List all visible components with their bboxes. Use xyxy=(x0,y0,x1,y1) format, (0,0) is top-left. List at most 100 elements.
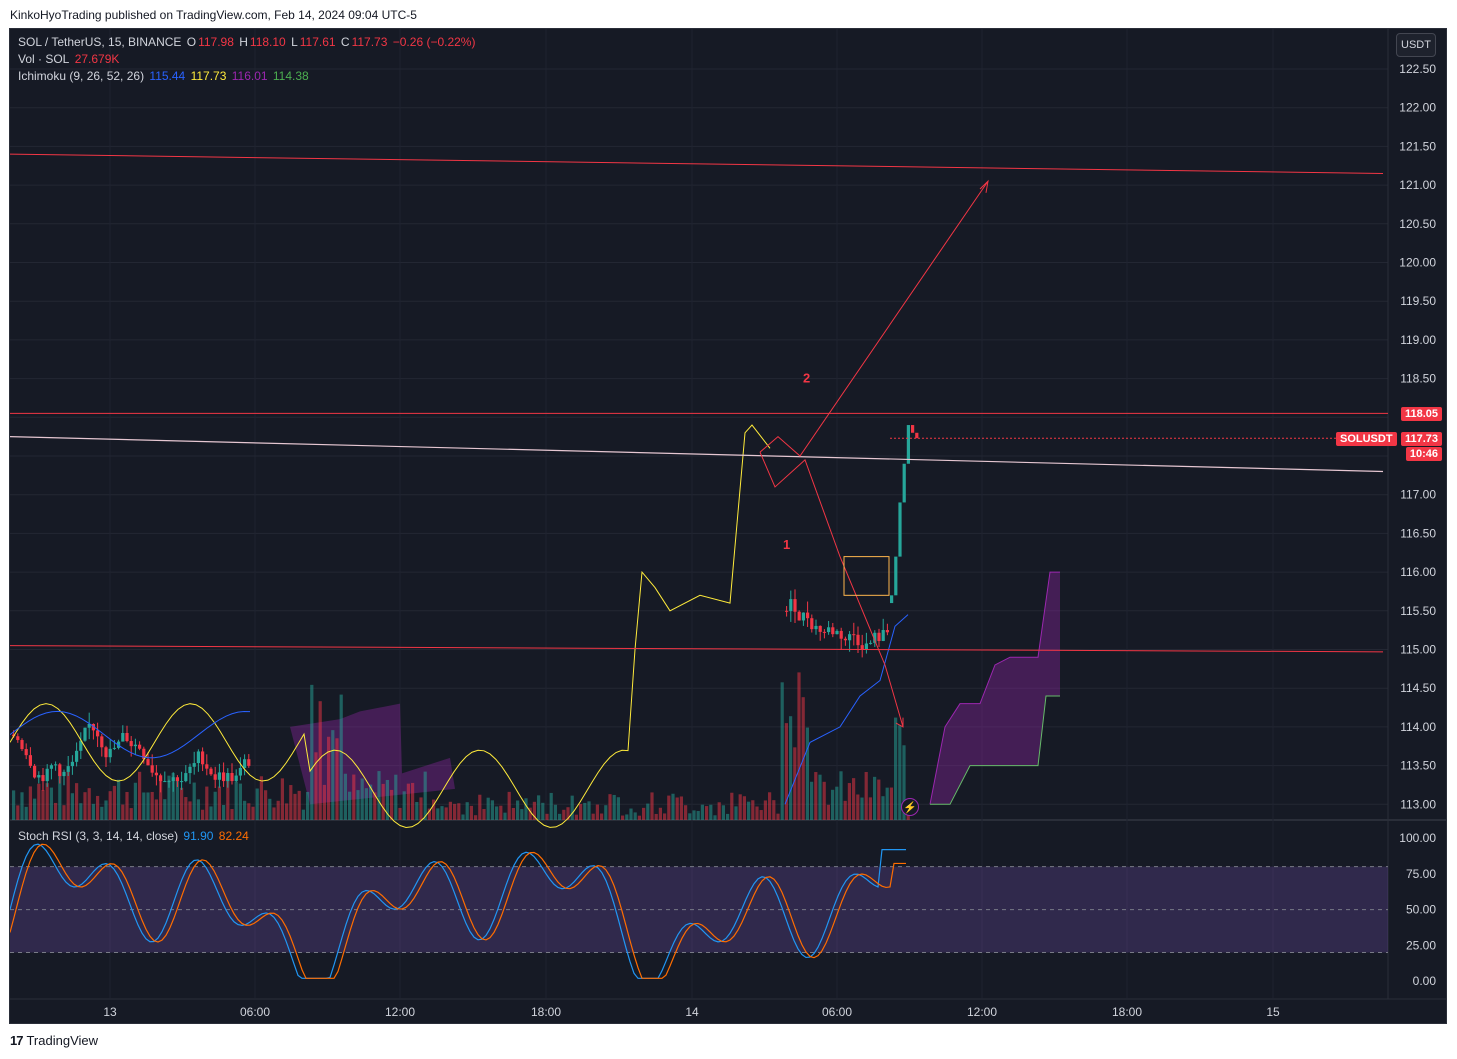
volume-legend[interactable]: Vol · SOL 27.679K xyxy=(18,52,121,66)
volume-bar xyxy=(201,809,205,820)
candle-body xyxy=(217,772,221,780)
chikou-line xyxy=(10,424,771,828)
candle-body xyxy=(75,750,79,762)
volume-bar xyxy=(818,774,822,820)
stoch-legend[interactable]: Stoch RSI (3, 3, 14, 14, close) 91.90 82… xyxy=(18,829,251,843)
volume-bar xyxy=(562,809,566,820)
volume-bar xyxy=(112,785,116,820)
volume-bar xyxy=(16,805,20,820)
candle-body xyxy=(108,748,112,758)
volume-bar xyxy=(322,784,326,820)
candle-body xyxy=(856,634,860,646)
volume-bar xyxy=(516,800,520,820)
candle-body xyxy=(915,432,919,439)
volume-bar xyxy=(104,800,108,820)
volume-bar xyxy=(574,814,578,820)
volume-bar xyxy=(881,796,885,820)
symbol-title[interactable]: SOL / TetherUS, 15, BINANCE xyxy=(18,35,182,49)
candle-body xyxy=(793,599,797,612)
volume-bar xyxy=(226,774,230,820)
volume-bar xyxy=(553,804,557,820)
candle-body xyxy=(789,599,793,612)
volume-bar xyxy=(671,793,675,820)
chart-canvas[interactable]: 1 2 122.50 122.00 121.50 121.00 120.50 120.00 1… xyxy=(10,29,1447,1024)
volume-bar xyxy=(835,786,839,820)
volume-bar xyxy=(406,783,410,820)
volume-bar xyxy=(873,776,877,820)
volume-bar xyxy=(679,796,683,820)
candle-body xyxy=(125,732,129,742)
ichimoku-label[interactable]: Ichimoku (9, 26, 52, 26) xyxy=(18,69,145,83)
volume-bar xyxy=(419,797,423,820)
volume-bar xyxy=(847,783,851,820)
wave-label-2: 2 xyxy=(803,370,810,385)
volume-bar xyxy=(843,800,847,820)
volume-bar xyxy=(171,772,175,820)
volume-bar xyxy=(20,792,24,820)
volume-bar xyxy=(70,793,74,820)
low-value: 117.61 xyxy=(299,35,336,49)
volume-bar xyxy=(436,808,440,820)
neckline xyxy=(10,436,1384,473)
candle-body xyxy=(843,638,847,641)
price-tick: 116.00 xyxy=(1400,565,1436,579)
volume-bar xyxy=(839,771,843,820)
volume-bar xyxy=(184,797,188,820)
volume-bar xyxy=(268,798,272,820)
time-tick: 18:00 xyxy=(531,1005,561,1019)
volume-bar xyxy=(41,790,45,820)
volume-bar xyxy=(621,815,625,820)
candle-body xyxy=(24,749,28,756)
lightning-icon[interactable]: ⚡ xyxy=(901,798,919,816)
volume-bar xyxy=(453,803,457,820)
volume-bar xyxy=(566,807,570,820)
candle-body xyxy=(243,759,247,768)
ichimoku-legend[interactable]: Ichimoku (9, 26, 52, 26) 115.44 117.73 1… xyxy=(18,69,311,83)
volume-bar xyxy=(524,798,528,820)
chart-frame[interactable]: 1 2 122.50 122.00 121.50 121.00 120.50 120.00 1… xyxy=(9,28,1447,1024)
candle-body xyxy=(16,736,20,741)
candle-body xyxy=(864,643,868,650)
tradingview-logo[interactable]: 17 TradingView xyxy=(10,1033,98,1048)
volume-bar xyxy=(385,779,389,820)
volume-bar xyxy=(730,792,734,820)
volume-bar xyxy=(625,814,629,820)
volume-bar xyxy=(797,672,801,820)
volume-bar xyxy=(133,782,137,820)
volume-bar xyxy=(759,810,763,820)
candle-body xyxy=(79,740,83,751)
volume-bar xyxy=(608,794,612,820)
candle-body xyxy=(890,595,894,604)
volume-bar xyxy=(192,782,196,820)
volume-bar xyxy=(310,684,314,820)
volume-bar xyxy=(243,800,247,820)
candle-body xyxy=(192,763,196,767)
wave-label-1: 1 xyxy=(783,537,790,552)
volume-bar xyxy=(205,786,209,820)
volume-bar xyxy=(251,806,255,820)
volume-bar xyxy=(331,730,335,820)
volume-label[interactable]: Vol · SOL xyxy=(18,52,70,66)
volume-bar xyxy=(789,716,793,820)
bullish-path xyxy=(759,180,989,457)
candle-body xyxy=(33,765,37,778)
candle-body xyxy=(83,727,87,741)
currency-button[interactable]: USDT xyxy=(1396,33,1436,57)
stoch-label[interactable]: Stoch RSI (3, 3, 14, 14, close) xyxy=(18,829,179,843)
volume-bar xyxy=(751,800,755,820)
candle-body xyxy=(87,724,91,728)
volume-bar xyxy=(784,723,788,820)
volume-bar xyxy=(75,783,79,820)
candle-body xyxy=(848,634,852,641)
volume-bar xyxy=(742,796,746,820)
volume-bar xyxy=(427,808,431,820)
symbol-legend[interactable]: SOL / TetherUS, 15, BINANCE O 117.98 H 118… xyxy=(18,35,476,49)
volume-bar xyxy=(297,790,301,820)
volume-bar xyxy=(642,807,646,820)
candle-body xyxy=(121,732,125,742)
volume-bar xyxy=(58,772,62,820)
volume-bar xyxy=(495,806,499,820)
candle-body xyxy=(184,773,188,782)
volume-bar xyxy=(675,797,679,820)
stoch-d-value: 82.24 xyxy=(218,829,249,843)
